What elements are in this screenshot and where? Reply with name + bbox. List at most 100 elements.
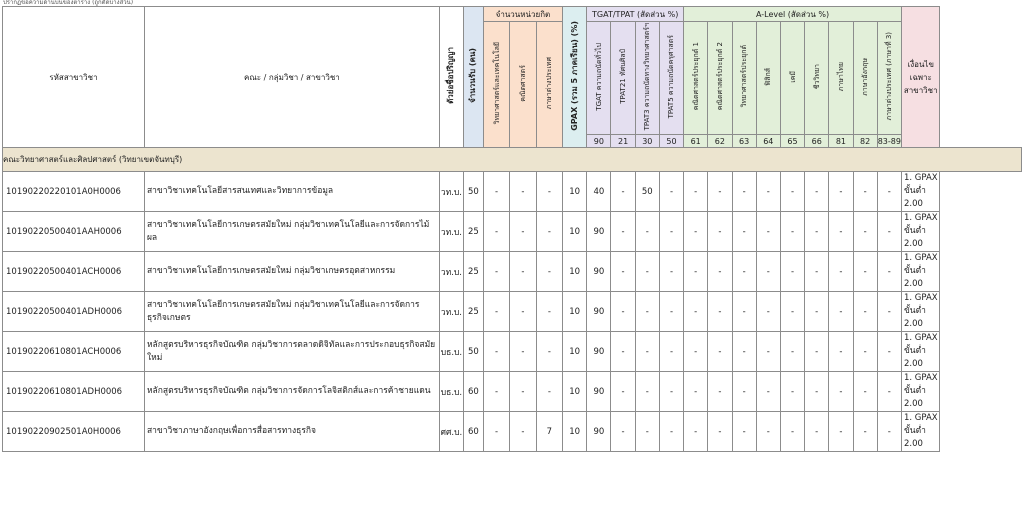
unit-value: - <box>482 171 511 212</box>
alevel-weight: - <box>731 371 757 412</box>
alevel-weight: - <box>707 371 733 412</box>
tgat-weight: - <box>658 331 685 372</box>
header-alevel-thai: ภาษาไทย <box>828 21 854 135</box>
alevel-weight: - <box>852 371 878 412</box>
program-name: หลักสูตรบริหารธุรกิจบัณฑิต กลุ่มวิชาการจ… <box>143 371 440 412</box>
tgat-weight: - <box>634 331 660 372</box>
alevel-weight: - <box>755 291 781 332</box>
alevel-weight: - <box>707 411 733 452</box>
header-unit-math: คณิตศาสตร์ <box>509 21 537 148</box>
unit-value: 7 <box>535 411 564 452</box>
header-alevel-english: ภาษาอังกฤษ <box>852 21 878 135</box>
admission-table: รหัสสาขาวิชา คณะ / กลุ่มวิชา / สาขาวิชา … <box>2 6 1022 452</box>
degree-abbrev: วท.บ. <box>438 171 465 212</box>
alevel-code: 62 <box>707 134 733 148</box>
alevel-weight: - <box>731 211 757 252</box>
alevel-weight: - <box>876 331 902 372</box>
alevel-weight: - <box>755 411 781 452</box>
program-name: สาขาวิชาเทคโนโลยีการเกษตรสมัยใหม่ กลุ่มว… <box>143 211 440 252</box>
tgat-weight: 90 <box>586 211 612 252</box>
alevel-code: 81 <box>828 134 854 148</box>
alevel-weight: - <box>852 291 878 332</box>
degree-abbrev: บธ.บ. <box>438 331 465 372</box>
header-alevel-math2: คณิตศาสตร์ประยุกต์ 2 <box>707 21 733 135</box>
alevel-weight: - <box>804 251 830 292</box>
header-tpat5: TPAT5 ความถนัดครุศาสตร์ <box>658 21 685 135</box>
unit-value: - <box>482 411 511 452</box>
condition-note: 1. GPAX ขั้นต่ำ 2.00 <box>900 211 941 252</box>
alevel-weight: - <box>876 411 902 452</box>
unit-value: - <box>509 371 537 412</box>
program-name: สาขาวิชาเทคโนโลยีสารสนเทศและวิทยาการข้อม… <box>143 171 440 212</box>
header-unit-group: จำนวนหน่วยกิต <box>482 6 564 22</box>
alevel-weight: - <box>828 171 854 212</box>
alevel-weight: - <box>804 171 830 212</box>
unit-value: - <box>482 291 511 332</box>
tgat-weight: 90 <box>586 251 612 292</box>
tgat-weight: - <box>610 331 636 372</box>
header-degree: ตัวย่อชื่อปริญญา <box>438 6 465 148</box>
condition-note: 1. GPAX ขั้นต่ำ 2.00 <box>900 331 941 372</box>
tgat-weight: - <box>634 251 660 292</box>
gpax-weight: 10 <box>562 291 588 332</box>
unit-value: - <box>482 331 511 372</box>
header-unit-foreign: ภาษาต่างประเทศ <box>535 21 564 148</box>
condition-note: 1. GPAX ขั้นต่ำ 2.00 <box>900 291 941 332</box>
seats-count: 60 <box>463 411 484 452</box>
alevel-weight: - <box>828 291 854 332</box>
alevel-weight: - <box>779 171 806 212</box>
program-name: หลักสูตรบริหารธุรกิจบัณฑิต กลุ่มวิชาการต… <box>143 331 440 372</box>
header-note: เงื่อนไขเฉพาะ สาขาวิชา <box>900 6 941 148</box>
gpax-weight: 10 <box>562 171 588 212</box>
tgat-code: 21 <box>610 134 636 148</box>
header-alevel-appsci: วิทยาศาสตร์ประยุกต์ <box>731 21 757 135</box>
degree-abbrev: วท.บ. <box>438 251 465 292</box>
alevel-weight: - <box>707 291 733 332</box>
tgat-weight: - <box>610 291 636 332</box>
seats-count: 25 <box>463 251 484 292</box>
header-alevel-chem: เคมี <box>779 21 806 135</box>
tgat-code: 30 <box>634 134 660 148</box>
header-alevel-lang3: ภาษาต่างประเทศ (ภาษาที่ 3) <box>876 21 902 135</box>
table-row: 10190220500401AAH0006 สาขาวิชาเทคโนโลยีกา… <box>2 211 1022 252</box>
table-row: 10190220500401ADH0006 สาขาวิชาเทคโนโลยีกา… <box>2 291 1022 332</box>
tgat-weight: 50 <box>634 171 660 212</box>
tgat-weight: - <box>610 251 636 292</box>
tgat-weight: - <box>610 171 636 212</box>
degree-abbrev: วท.บ. <box>438 291 465 332</box>
alevel-weight: - <box>683 251 709 292</box>
tgat-weight: - <box>634 211 660 252</box>
alevel-weight: - <box>683 331 709 372</box>
condition-note: 1. GPAX ขั้นต่ำ 2.00 <box>900 251 941 292</box>
alevel-code: 66 <box>804 134 830 148</box>
tgat-weight: - <box>610 411 636 452</box>
tgat-weight: 90 <box>586 371 612 412</box>
table-row: 10190220902501A0H0006 สาขาวิชาภาษาอังกฤษเ… <box>2 411 1022 452</box>
header-faculty: คณะ / กลุ่มวิชา / สาขาวิชา <box>143 6 440 148</box>
alevel-weight: - <box>804 371 830 412</box>
alevel-weight: - <box>731 331 757 372</box>
degree-abbrev: ศศ.บ. <box>438 411 465 452</box>
header-alevel-bio: ชีววิทยา <box>804 21 830 135</box>
seats-count: 50 <box>463 171 484 212</box>
unit-value: - <box>509 211 537 252</box>
alevel-weight: - <box>779 251 806 292</box>
degree-abbrev: วท.บ. <box>438 211 465 252</box>
alevel-weight: - <box>876 211 902 252</box>
header-code: รหัสสาขาวิชา <box>2 6 145 148</box>
seats-count: 25 <box>463 211 484 252</box>
alevel-weight: - <box>779 371 806 412</box>
gpax-weight: 10 <box>562 331 588 372</box>
table-row: 10190220220101A0H0006 สาขาวิชาเทคโนโลยีสา… <box>2 171 1022 212</box>
unit-value: - <box>535 291 564 332</box>
program-code: 10190220500401AAH0006 <box>2 211 145 252</box>
alevel-weight: - <box>828 371 854 412</box>
header-tgat: TGAT ความถนัดทั่วไป <box>586 21 612 135</box>
tgat-weight: - <box>610 211 636 252</box>
alevel-weight: - <box>852 251 878 292</box>
alevel-code: 65 <box>779 134 806 148</box>
program-name: สาขาวิชาภาษาอังกฤษเพื่อการสื่อสารทางธุรก… <box>143 411 440 452</box>
tgat-weight: - <box>658 411 685 452</box>
tgat-weight: - <box>658 171 685 212</box>
alevel-weight: - <box>828 251 854 292</box>
